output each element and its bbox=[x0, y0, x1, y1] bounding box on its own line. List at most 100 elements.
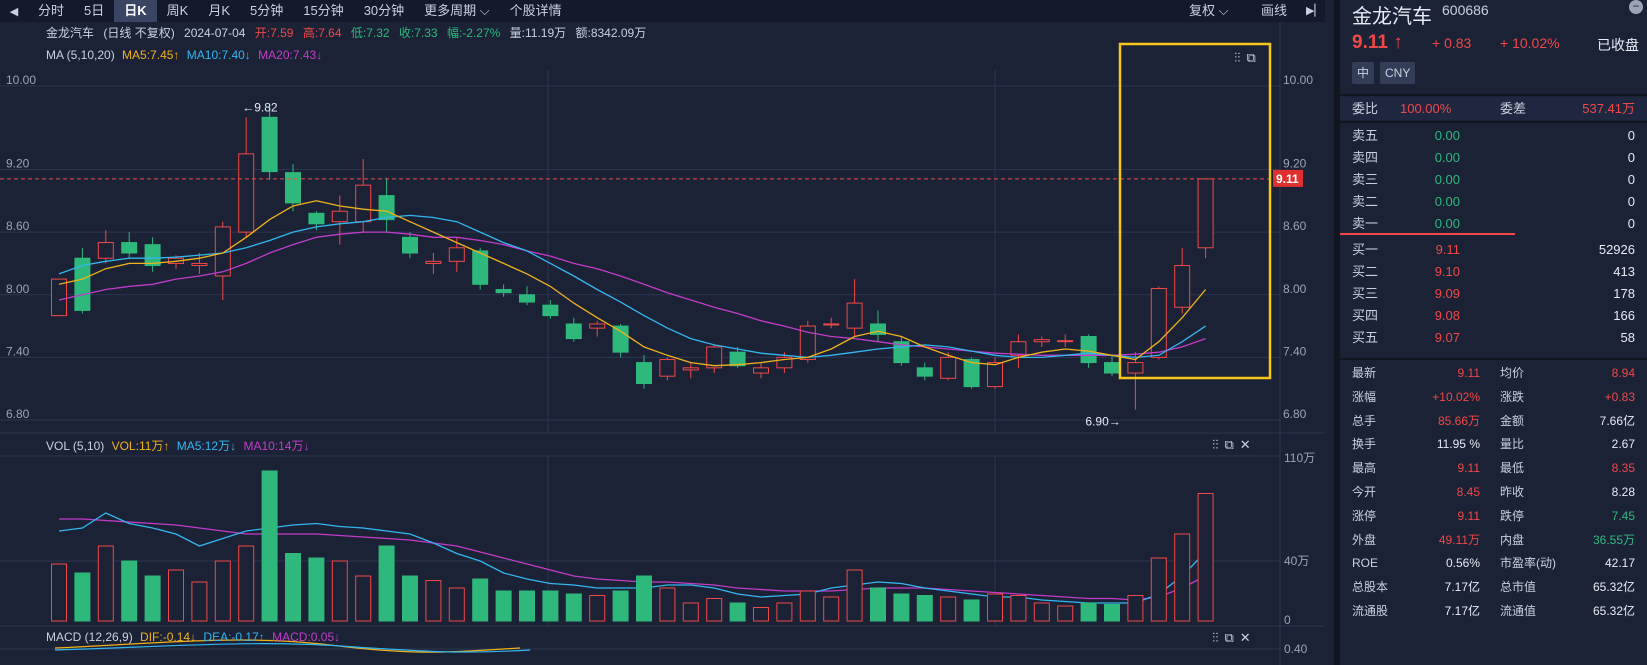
candle-up bbox=[682, 367, 699, 371]
sell-row-label: 卖二 bbox=[1352, 194, 1379, 209]
buy-row-label: 买三 bbox=[1352, 286, 1379, 301]
chart-canvas[interactable]: 10.00 10.00 9.20 9.20 8.60 8.60 8.00 8.00 7.40 7.… bbox=[0, 0, 1325, 665]
price-tick-right: 9.20 bbox=[1283, 157, 1307, 171]
volume-bar-down bbox=[121, 560, 138, 622]
stats-row: 外盘 49.11万 内盘 36.55万 bbox=[1340, 529, 1647, 552]
stock-name: 金龙汽车 bbox=[46, 26, 95, 40]
price-tick-left: 8.60 bbox=[6, 219, 30, 233]
tab-monthly-k[interactable]: 月K bbox=[208, 3, 230, 18]
settings-sliders-icon[interactable]: ⫶⫶ bbox=[1212, 630, 1219, 645]
candle-down bbox=[565, 323, 582, 340]
settings-sliders-icon[interactable]: ⫶⫶ bbox=[1234, 50, 1241, 65]
period-toolbar: ◀ 分时 5日 日K 周K 月K 5分钟 15分钟 30分钟 更多周期 ⌵ 个股… bbox=[0, 0, 1325, 22]
volume-bar-down bbox=[729, 602, 746, 622]
volume-bar-down bbox=[916, 595, 933, 622]
tab-15min[interactable]: 15分钟 bbox=[303, 3, 344, 18]
buy-row: 买二 9.10 413 bbox=[1340, 260, 1647, 283]
stats-v2: +0.83 bbox=[1604, 389, 1635, 404]
stats-v2: 65.32亿 bbox=[1592, 604, 1635, 618]
volume-bar-down bbox=[612, 590, 629, 622]
volume-bar-down bbox=[542, 590, 559, 622]
tab-daily-k[interactable]: 日K bbox=[114, 0, 157, 22]
buy-row-label: 买五 bbox=[1352, 330, 1379, 345]
tab-stock-detail[interactable]: 个股详情 bbox=[509, 3, 562, 18]
tab-more-periods[interactable]: 更多周期 ⌵ bbox=[424, 3, 490, 18]
close-icon[interactable]: ✕ bbox=[1239, 630, 1251, 645]
chart-mode: (日线 不复权) bbox=[103, 26, 175, 40]
candle-down bbox=[121, 242, 138, 254]
stats-l2: 内盘 bbox=[1500, 532, 1525, 547]
tab-5day[interactable]: 5日 bbox=[84, 3, 105, 18]
minimize-icon[interactable]: − bbox=[1629, 0, 1643, 14]
volume-bar-up bbox=[753, 607, 769, 622]
sell-row-volume: 0 bbox=[1627, 150, 1635, 165]
sell-row-label: 卖三 bbox=[1352, 172, 1379, 187]
macd-tick: 0.40 bbox=[1284, 642, 1308, 656]
sell-row: 卖三 0.00 0 bbox=[1340, 168, 1647, 191]
volume-bar-up bbox=[1033, 602, 1050, 622]
close-icon[interactable]: ✕ bbox=[1239, 437, 1251, 452]
draw-line-button[interactable]: 画线 bbox=[1261, 3, 1288, 18]
stats-v1: 9.11 bbox=[1457, 366, 1480, 380]
candle-up bbox=[706, 346, 723, 369]
buy-row-price: 9.10 bbox=[1434, 264, 1460, 279]
stats-row: 最高 9.11 最低 8.35 bbox=[1340, 457, 1647, 480]
buy-row: 买一 9.11 52926 bbox=[1340, 238, 1647, 261]
stats-l2: 均价 bbox=[1500, 366, 1525, 380]
volume-bar-up bbox=[97, 545, 114, 622]
prev-arrow-icon[interactable]: ◀ bbox=[9, 5, 19, 18]
expand-icon[interactable]: ⧉ bbox=[1246, 50, 1256, 65]
ma20-legend: MA20:7.43↓ bbox=[258, 48, 323, 62]
buy-row-volume: 166 bbox=[1613, 308, 1635, 323]
tag-zhong[interactable]: 中 bbox=[1352, 62, 1375, 84]
tab-fenshi[interactable]: 分时 bbox=[38, 3, 65, 18]
stats-row: 最新 9.11 均价 8.94 bbox=[1340, 362, 1647, 385]
buy-row-label: 买二 bbox=[1352, 264, 1379, 279]
next-arrow-icon[interactable]: ▶▏ bbox=[1306, 5, 1323, 17]
price-tick-right: 7.40 bbox=[1283, 344, 1307, 358]
sell-row-label: 卖四 bbox=[1352, 150, 1379, 165]
weibi-row: 委比 100.00% 委差 537.41万 bbox=[1340, 97, 1647, 120]
volume-bar-up bbox=[355, 575, 372, 622]
tab-weekly-k[interactable]: 周K bbox=[166, 3, 189, 18]
candle-up bbox=[1057, 340, 1074, 343]
settings-sliders-icon[interactable]: ⫶⫶ bbox=[1212, 437, 1219, 452]
candle-down bbox=[308, 212, 325, 225]
price-tick-left: 8.00 bbox=[6, 282, 30, 296]
stats-v1: +10.02% bbox=[1432, 389, 1480, 404]
ma5-line bbox=[58, 200, 1207, 367]
sell-row-price: 0.00 bbox=[1434, 194, 1460, 209]
candle-down bbox=[285, 172, 301, 204]
volume-bar-down bbox=[308, 557, 325, 622]
candle-up bbox=[191, 262, 208, 267]
current-price-tag bbox=[1273, 169, 1303, 187]
candle-down bbox=[870, 323, 886, 335]
candle-up bbox=[1033, 339, 1050, 343]
sell-row-volume: 0 bbox=[1627, 194, 1635, 209]
vol-panel-tools: ⫶⫶ ⧉ ✕ bbox=[1212, 437, 1251, 453]
sell-row-label: 卖一 bbox=[1352, 216, 1379, 231]
volume-bar-up bbox=[987, 593, 1003, 622]
sell-row-volume: 0 bbox=[1627, 216, 1635, 231]
stats-row: 涨幅 +10.02% 涨跌 +0.83 bbox=[1340, 386, 1647, 409]
candle-down bbox=[729, 351, 746, 367]
tag-currency[interactable]: CNY bbox=[1380, 62, 1416, 84]
expand-icon[interactable]: ⧉ bbox=[1224, 630, 1234, 645]
fuquan-dropdown[interactable]: 复权 ⌵ bbox=[1189, 3, 1229, 18]
stats-v1: 49.11万 bbox=[1438, 532, 1480, 547]
sell-row-volume: 0 bbox=[1627, 128, 1635, 143]
stats-row: 今开 8.45 昨收 8.28 bbox=[1340, 481, 1647, 504]
stats-v1: 8.45 bbox=[1456, 485, 1480, 499]
expand-icon[interactable]: ⧉ bbox=[1224, 437, 1234, 452]
volume-bar-down bbox=[144, 575, 161, 622]
buy-row: 买五 9.07 58 bbox=[1340, 326, 1647, 349]
weibi-value: 100.00% bbox=[1400, 101, 1452, 116]
tab-5min[interactable]: 5分钟 bbox=[249, 3, 284, 18]
candle-down bbox=[636, 362, 652, 384]
stats-l1: 最新 bbox=[1352, 366, 1377, 380]
stats-v2: 2.67 bbox=[1611, 437, 1635, 452]
candle-up bbox=[51, 278, 67, 317]
candle-up bbox=[1150, 287, 1167, 358]
tab-30min[interactable]: 30分钟 bbox=[363, 3, 405, 18]
buy-row-volume: 52926 bbox=[1598, 242, 1635, 257]
